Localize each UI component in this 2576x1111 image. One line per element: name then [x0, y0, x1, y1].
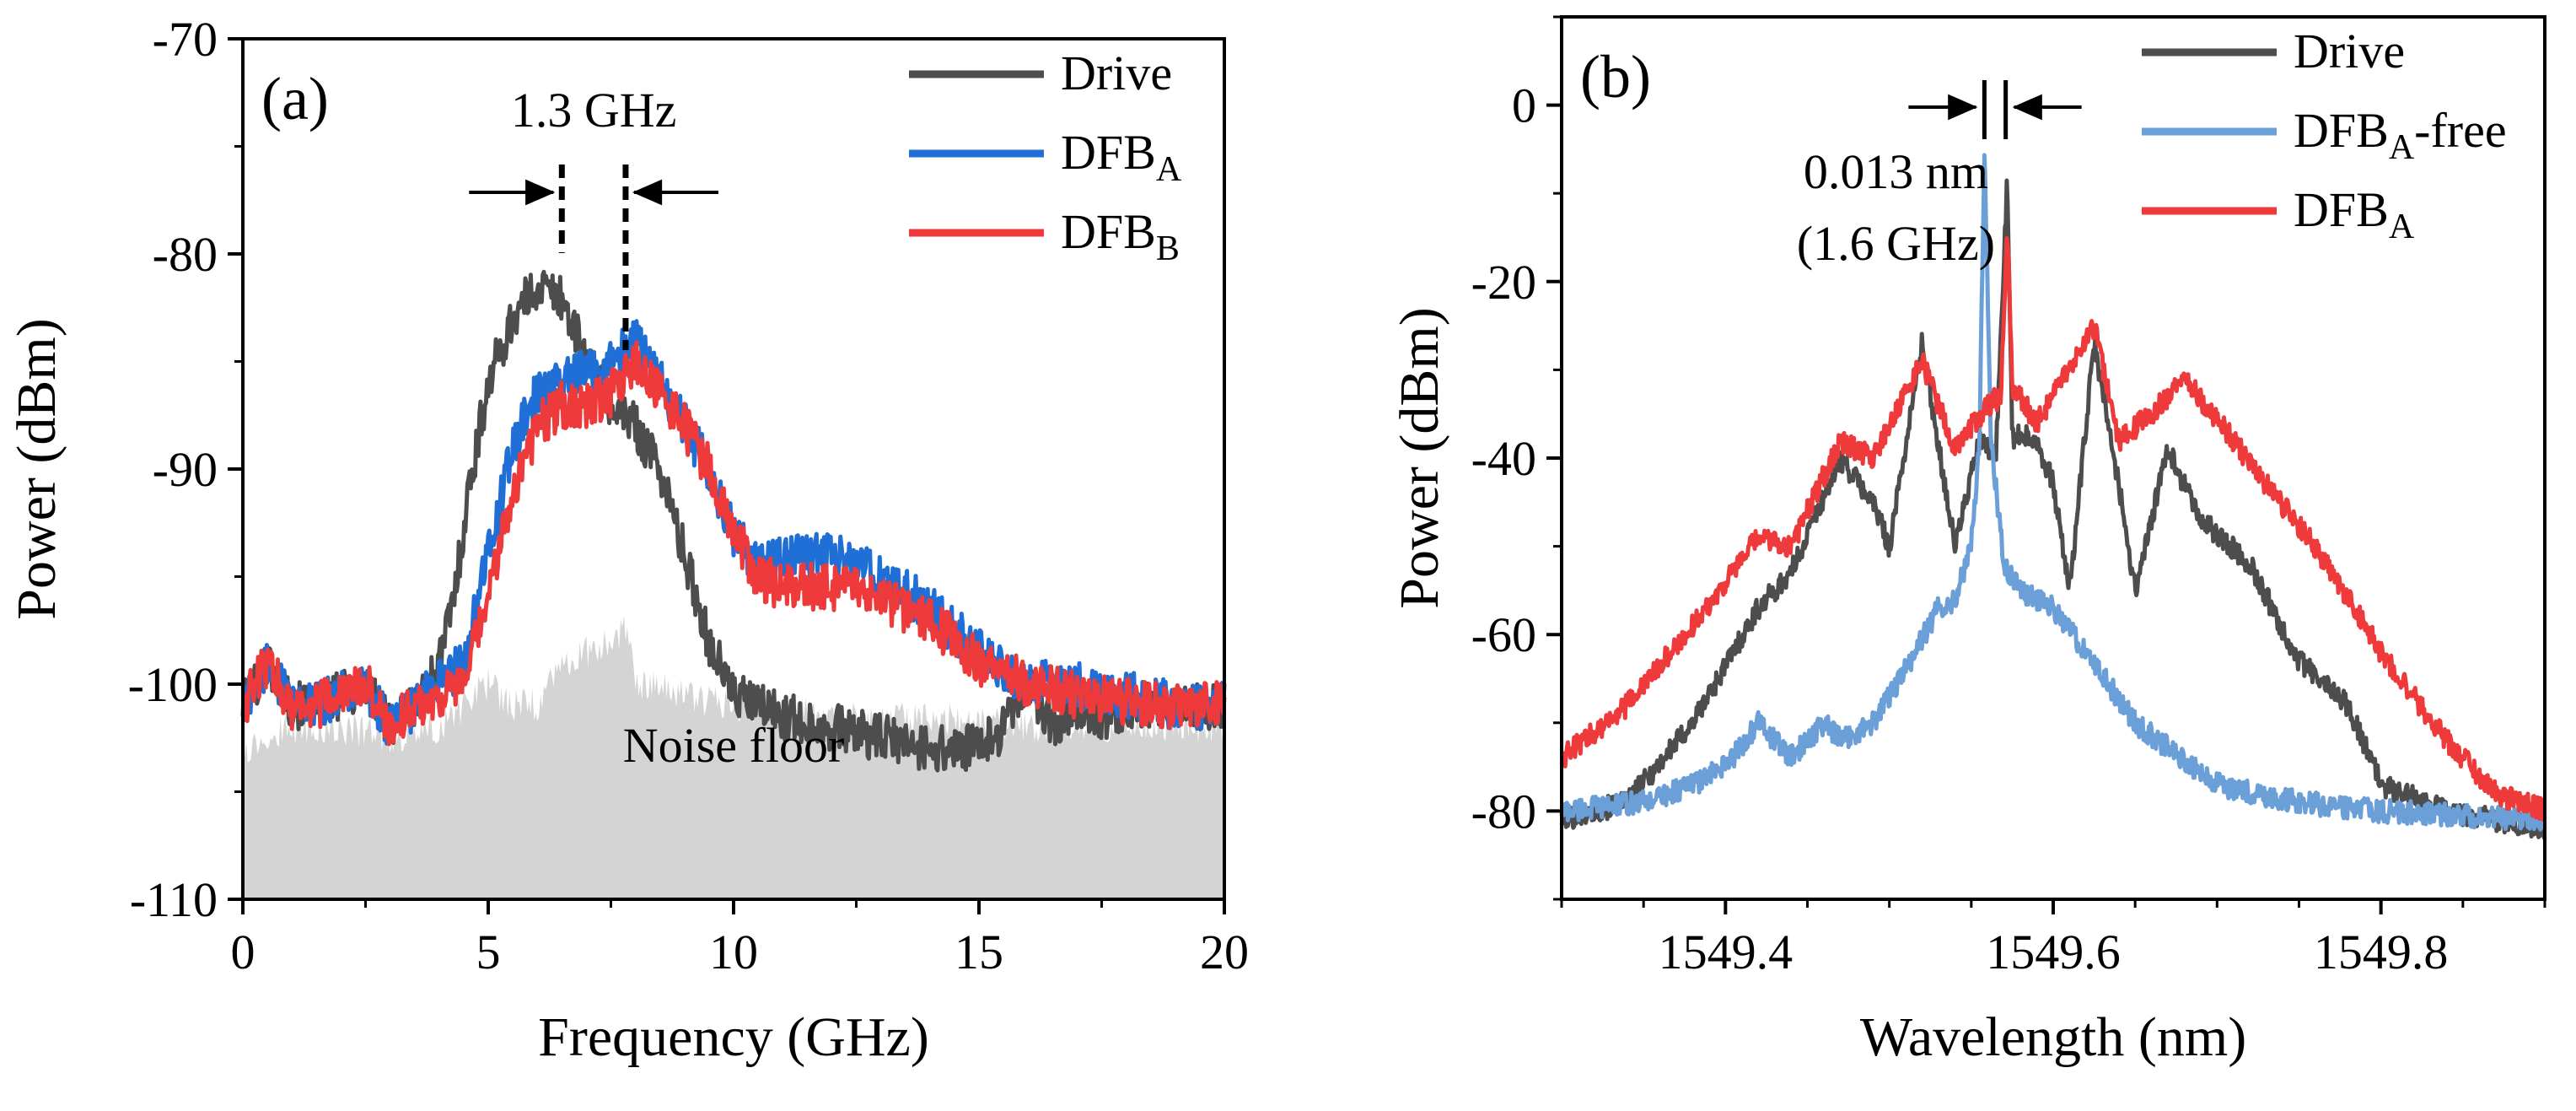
legend-label: Drive — [2294, 24, 2405, 78]
panel-a-x-ticks: 0 5 10 15 20 — [231, 899, 1249, 979]
arrow-head — [632, 179, 663, 206]
series-line-dfb-b — [240, 340, 1227, 747]
arrow-head — [1948, 94, 1978, 121]
panel-a-x-axis-label: Frequency (GHz) — [538, 1006, 929, 1068]
y-tick-label: -100 — [128, 657, 218, 712]
y-tick-label: -80 — [1471, 784, 1536, 839]
panel-a-legend: Drive DFBA DFBB — [909, 46, 1182, 268]
panel-a: 0 5 10 15 20 -110 -100 -90 -80 -70 Frequency (GH… — [6, 12, 1249, 1068]
series-line-dfb-a — [1559, 235, 2547, 822]
y-tick-label: 0 — [1512, 78, 1536, 133]
arrow-head — [2012, 94, 2042, 121]
arrow-head — [525, 179, 556, 206]
spacing-annotation: 0.013 nm — [1804, 144, 1988, 199]
legend-label: DFBA — [1061, 125, 1182, 189]
panel-b-x-ticks: 1549.4 1549.6 1549.8 — [1560, 899, 2546, 979]
series-line-drive — [1559, 178, 2547, 840]
panel-b-legend: Drive DFBA-free DFBA — [2142, 24, 2507, 246]
legend-label: DFBA-free — [2294, 103, 2507, 167]
x-tick-label: 5 — [476, 925, 501, 979]
x-tick-label: 1549.4 — [1659, 925, 1794, 979]
panel-b-annotation: 0.013 nm (1.6 GHz) — [1797, 80, 2082, 271]
panel-b-series — [1559, 153, 2547, 840]
x-tick-label: 1549.8 — [2314, 925, 2449, 979]
panel-a-y-ticks: -110 -100 -90 -80 -70 — [128, 12, 243, 927]
legend-label: DFBB — [1061, 204, 1180, 268]
panel-a-series — [240, 269, 1227, 773]
series-line-dfb-a-free — [1559, 153, 2547, 832]
x-tick-label: 1549.6 — [1986, 925, 2121, 979]
panel-b: 1549.4 1549.6 1549.8 -80 -60 -40 -20 0 Wavelen… — [1389, 15, 2547, 1068]
x-tick-label: 10 — [709, 925, 758, 979]
y-tick-label: -60 — [1471, 607, 1536, 662]
panel-b-x-axis-label: Wavelength (nm) — [1860, 1006, 2246, 1068]
y-tick-label: -20 — [1471, 255, 1536, 310]
panel-b-y-ticks: -80 -60 -40 -20 0 — [1471, 15, 1562, 901]
y-tick-label: -80 — [153, 227, 218, 282]
panel-a-y-axis-label: Power (dBm) — [6, 318, 67, 619]
x-tick-label: 15 — [955, 925, 1003, 979]
spacing-annotation: 1.3 GHz — [511, 83, 677, 138]
panel-b-y-axis-label: Power (dBm) — [1389, 307, 1450, 608]
noise-floor-label: Noise floor — [623, 718, 845, 773]
spacing-annotation-frequency: (1.6 GHz) — [1797, 216, 1995, 271]
x-tick-label: 0 — [231, 925, 255, 979]
panel-a-annotation: 1.3 GHz Noise floor — [469, 83, 844, 773]
panel-b-label: (b) — [1580, 43, 1651, 111]
noise-floor-area — [243, 615, 1224, 899]
x-tick-label: 20 — [1200, 925, 1249, 979]
y-tick-label: -110 — [130, 872, 218, 927]
legend-label: Drive — [1061, 46, 1172, 100]
legend-label: DFBA — [2294, 182, 2415, 246]
y-tick-label: -70 — [153, 12, 218, 67]
y-tick-label: -90 — [153, 442, 218, 497]
panel-a-label: (a) — [261, 65, 329, 132]
y-tick-label: -40 — [1471, 431, 1536, 486]
